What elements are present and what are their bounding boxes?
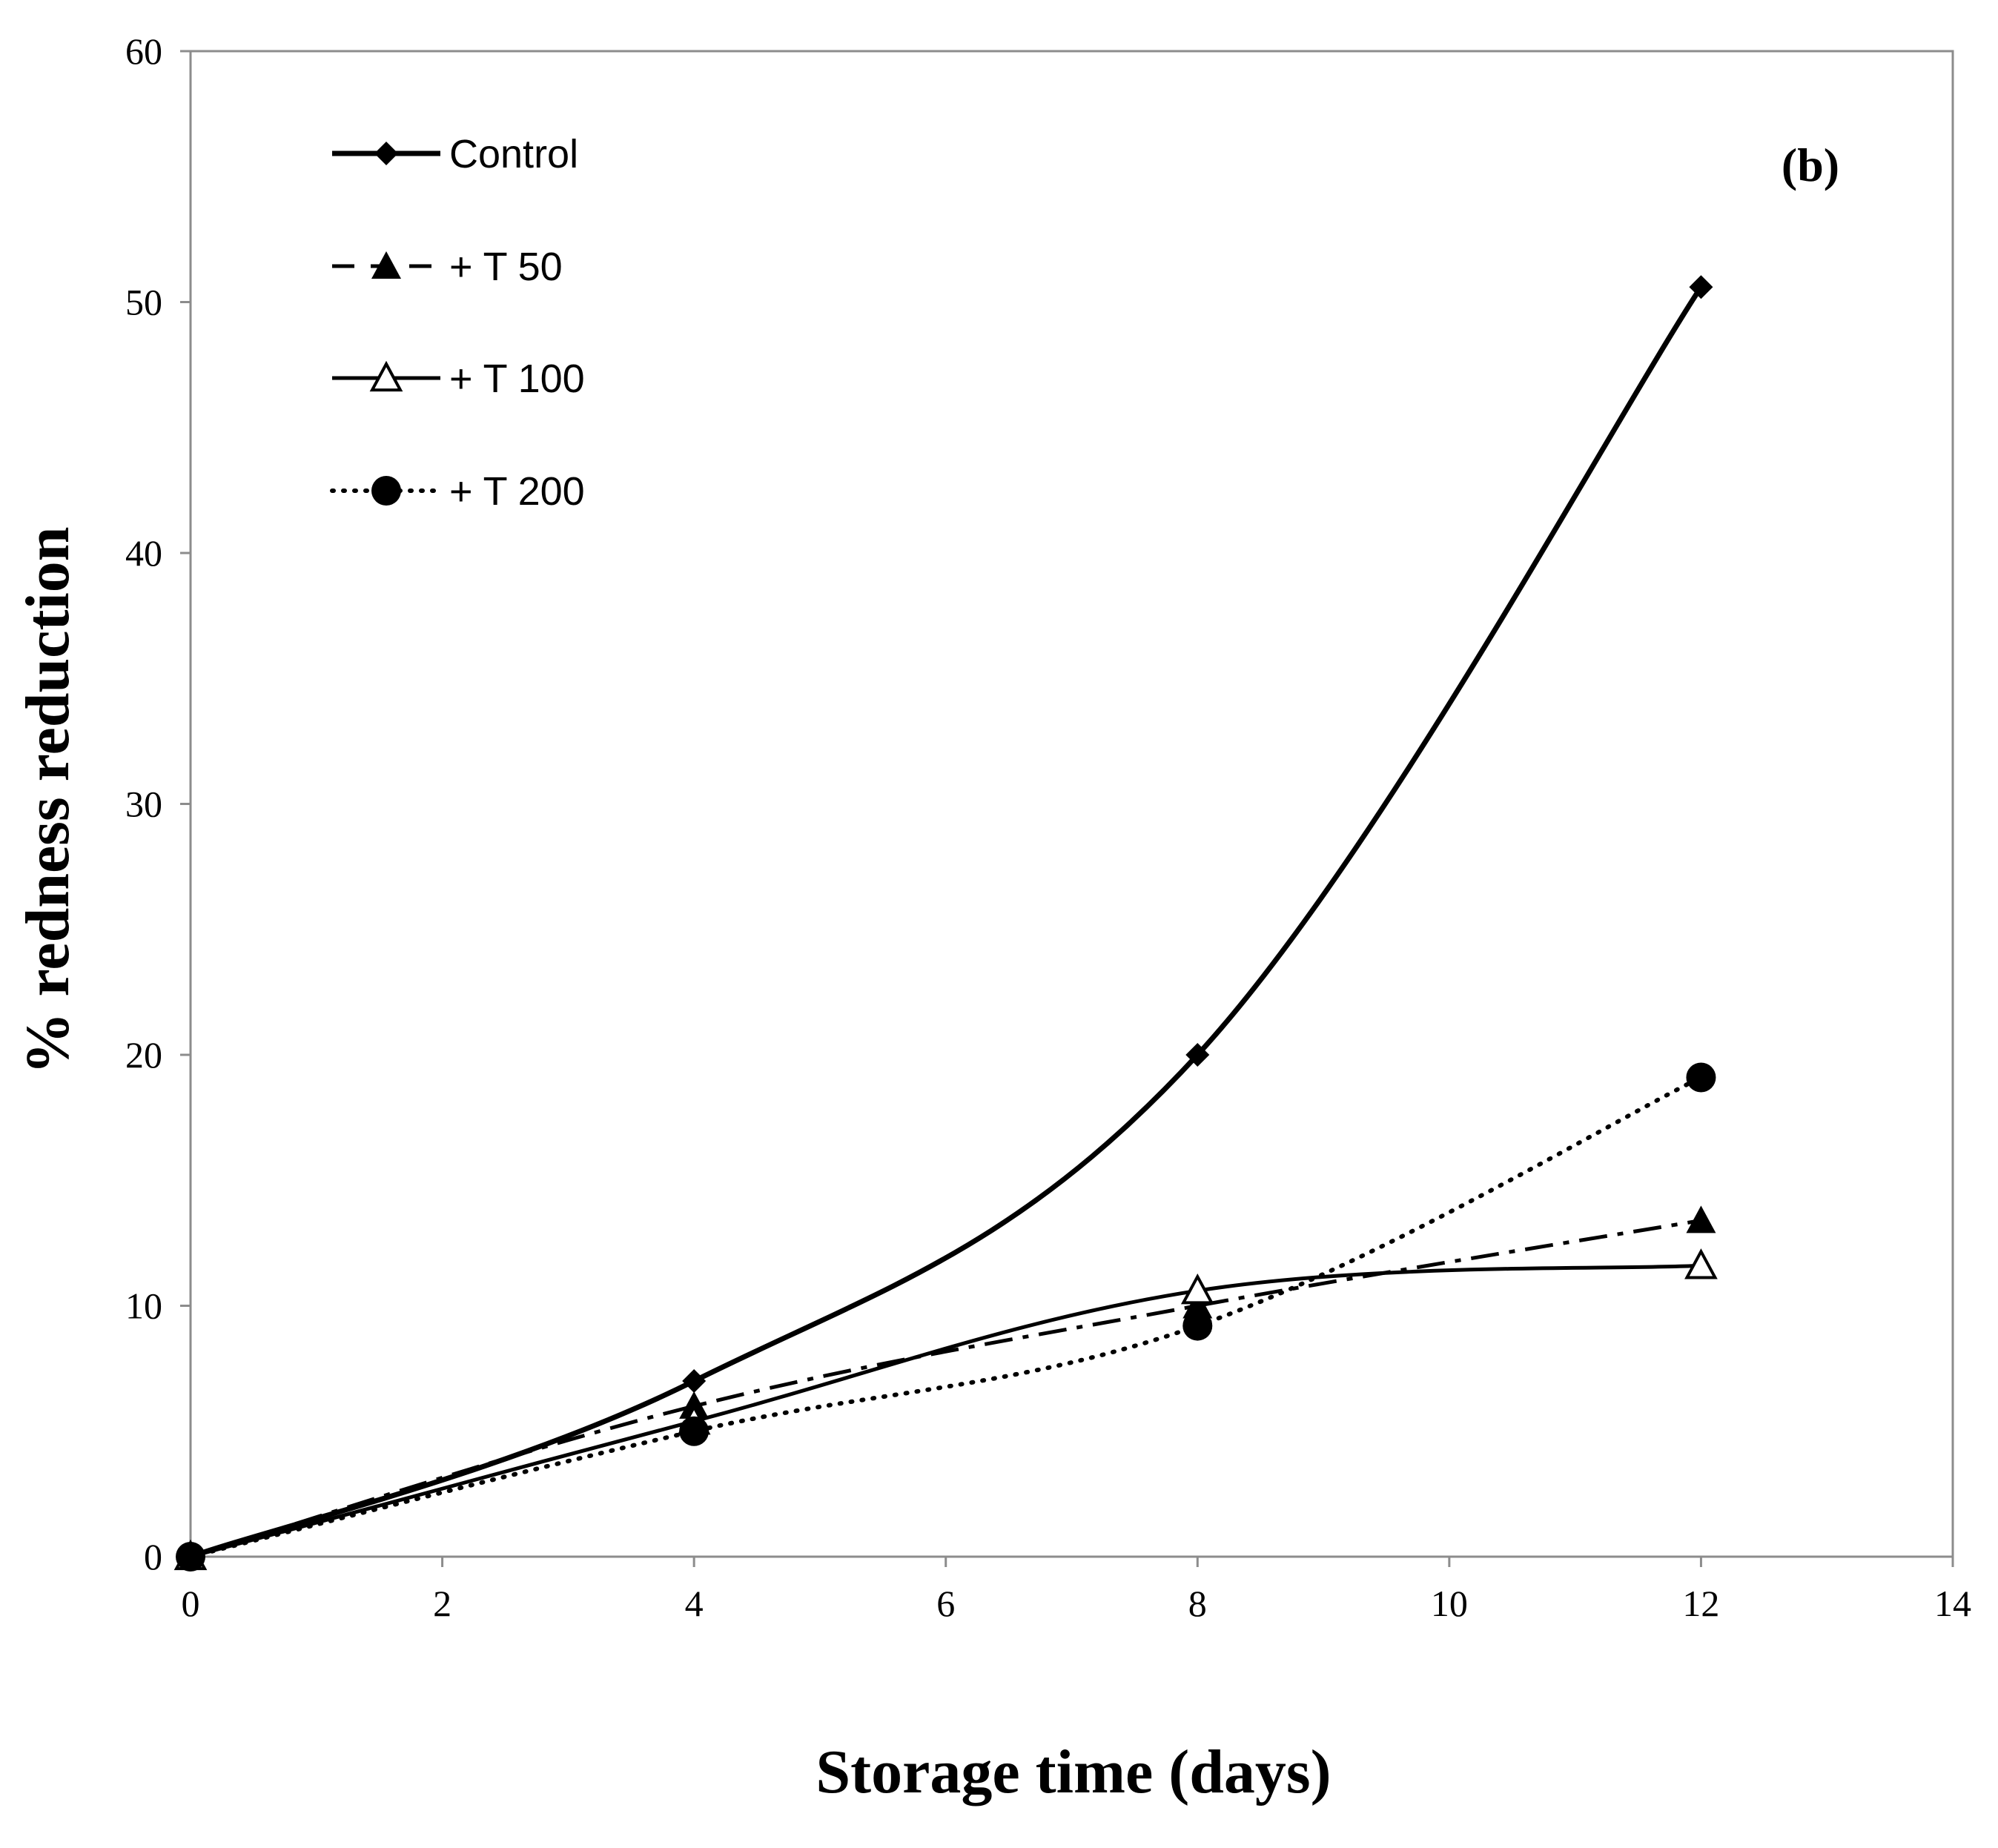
- series-line-2: [190, 1263, 1701, 1559]
- point-series-2: [1684, 1248, 1718, 1279]
- legend-marker-3: [371, 476, 401, 506]
- legend-marker-0: [374, 142, 398, 165]
- y-tick-label: 20: [125, 1034, 162, 1076]
- legend-marker-2: [369, 360, 403, 392]
- y-tick-label: 50: [125, 282, 162, 323]
- x-tick-label: 6: [936, 1583, 955, 1624]
- point-series-0: [1689, 275, 1713, 299]
- point-series-2: [1180, 1273, 1214, 1305]
- point-series-0: [1185, 1043, 1210, 1067]
- x-tick-label: 4: [685, 1583, 704, 1624]
- point-series-1: [1686, 1205, 1716, 1233]
- x-tick-label: 8: [1188, 1583, 1207, 1624]
- series-line-3: [188, 1075, 1704, 1559]
- panel-label: (b): [1782, 139, 1839, 191]
- y-tick-label: 0: [144, 1536, 162, 1577]
- point-series-3: [1182, 1311, 1213, 1341]
- x-tick-label: 2: [433, 1583, 451, 1624]
- legend-marker-1: [371, 251, 401, 279]
- legend-label: + T 100: [449, 357, 585, 401]
- y-axis-title: % redness reduction: [13, 527, 82, 1075]
- legend-label: Control: [449, 132, 578, 176]
- legend-label: + T 200: [449, 469, 585, 514]
- x-axis-title: Storage time (days): [816, 1738, 1331, 1806]
- point-series-3: [679, 1416, 709, 1446]
- x-tick-label: 0: [182, 1583, 200, 1624]
- y-tick-label: 30: [125, 784, 162, 825]
- x-tick-label: 14: [1934, 1583, 1971, 1624]
- series-line-0: [189, 285, 1704, 1560]
- y-tick-label: 60: [125, 30, 162, 72]
- point-series-1: [1182, 1291, 1213, 1319]
- y-tick-label: 10: [125, 1285, 162, 1327]
- point-series-3: [176, 1542, 205, 1572]
- x-tick-label: 12: [1682, 1583, 1719, 1624]
- legend-label: + T 50: [449, 245, 563, 289]
- y-tick-label: 40: [125, 532, 162, 574]
- point-series-3: [1686, 1062, 1716, 1093]
- x-tick-label: 10: [1431, 1583, 1468, 1624]
- point-series-0: [682, 1369, 707, 1394]
